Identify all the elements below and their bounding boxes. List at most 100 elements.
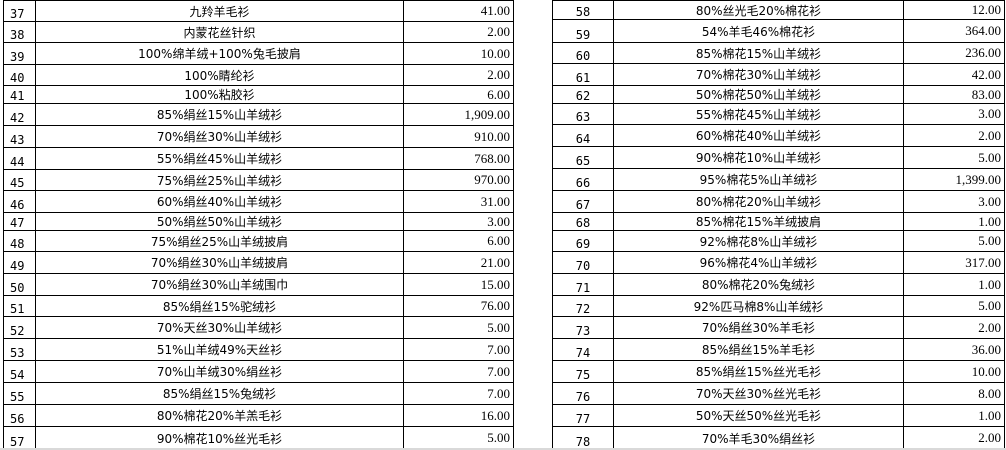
item-name-cell[interactable]: 55%绢丝45%山羊绒衫 [35,147,404,170]
quantity-cell[interactable]: 5.00 [903,295,1005,317]
row-number-cell[interactable]: 37 [3,0,36,22]
quantity-cell[interactable]: 3.00 [903,103,1005,125]
row-number-cell[interactable]: 52 [3,316,36,339]
row-number-cell[interactable]: 60 [552,42,614,64]
quantity-cell[interactable]: 2.00 [403,64,514,86]
quantity-cell[interactable]: 15.00 [403,273,514,296]
row-number-cell[interactable]: 42 [3,103,36,126]
row-number-cell[interactable]: 74 [552,338,614,361]
quantity-cell[interactable]: 5.00 [903,146,1005,169]
quantity-cell[interactable]: 1,909.00 [403,103,514,126]
quantity-cell[interactable]: 8.00 [903,382,1005,405]
quantity-cell[interactable]: 3.00 [403,212,514,231]
row-number-cell[interactable]: 59 [552,19,614,43]
item-name-cell[interactable]: 100%绵羊绒+100%兔毛披肩 [35,42,404,65]
item-name-cell[interactable]: 60%棉花40%山羊绒衫 [613,124,904,147]
row-number-cell[interactable]: 78 [552,426,614,450]
quantity-cell[interactable]: 2.00 [903,124,1005,147]
item-name-cell[interactable]: 90%棉花10%丝光毛衫 [35,426,404,450]
quantity-cell[interactable]: 10.00 [403,42,514,65]
item-name-cell[interactable]: 85%绢丝15%丝光毛衫 [613,360,904,383]
row-number-cell[interactable]: 45 [3,169,36,191]
row-number-cell[interactable]: 61 [552,63,614,86]
row-number-cell[interactable]: 76 [552,382,614,405]
row-number-cell[interactable]: 44 [3,147,36,170]
item-name-cell[interactable]: 70%绢丝30%山羊绒围巾 [35,273,404,296]
item-name-cell[interactable]: 100%睛纶衫 [35,64,404,86]
quantity-cell[interactable]: 42.00 [903,63,1005,86]
item-name-cell[interactable]: 55%棉花45%山羊绒衫 [613,103,904,125]
quantity-cell[interactable]: 910.00 [403,125,514,148]
item-name-cell[interactable]: 50%绢丝50%山羊绒衫 [35,212,404,231]
item-name-cell[interactable]: 85%棉花15%羊绒披肩 [613,212,904,231]
item-name-cell[interactable]: 100%粘胶衫 [35,85,404,104]
item-name-cell[interactable]: 70%羊毛30%绢丝衫 [613,426,904,450]
quantity-cell[interactable]: 41.00 [403,0,514,22]
item-name-cell[interactable]: 80%棉花20%兔绒衫 [613,273,904,296]
row-number-cell[interactable]: 39 [3,42,36,65]
row-number-cell[interactable]: 68 [552,212,614,231]
row-number-cell[interactable]: 75 [552,360,614,383]
row-number-cell[interactable]: 48 [3,230,36,252]
item-name-cell[interactable]: 75%绢丝25%山羊绒披肩 [35,230,404,252]
quantity-cell[interactable]: 12.00 [903,0,1005,20]
item-name-cell[interactable]: 九羚羊毛衫 [35,0,404,22]
item-name-cell[interactable]: 50%棉花50%山羊绒衫 [613,85,904,104]
item-name-cell[interactable]: 92%匹马棉8%山羊绒衫 [613,295,904,317]
quantity-cell[interactable]: 21.00 [403,251,514,274]
item-name-cell[interactable]: 80%棉花20%山羊绒衫 [613,190,904,213]
row-number-cell[interactable]: 73 [552,316,614,339]
row-number-cell[interactable]: 53 [3,338,36,361]
row-number-cell[interactable]: 65 [552,146,614,169]
quantity-cell[interactable]: 5.00 [403,316,514,339]
quantity-cell[interactable]: 5.00 [903,230,1005,252]
row-number-cell[interactable]: 71 [552,273,614,296]
quantity-cell[interactable]: 7.00 [403,338,514,361]
row-number-cell[interactable]: 72 [552,295,614,317]
quantity-cell[interactable]: 2.00 [903,316,1005,339]
item-name-cell[interactable]: 50%天丝50%丝光毛衫 [613,404,904,427]
row-number-cell[interactable]: 69 [552,230,614,252]
quantity-cell[interactable]: 76.00 [403,295,514,317]
row-number-cell[interactable]: 70 [552,251,614,274]
row-number-cell[interactable]: 51 [3,295,36,317]
quantity-cell[interactable]: 6.00 [403,85,514,104]
quantity-cell[interactable]: 1,399.00 [903,168,1005,191]
quantity-cell[interactable]: 2.00 [903,426,1005,450]
item-name-cell[interactable]: 70%天丝30%山羊绒衫 [35,316,404,339]
row-number-cell[interactable]: 62 [552,85,614,104]
item-name-cell[interactable]: 70%棉花30%山羊绒衫 [613,63,904,86]
item-name-cell[interactable]: 95%棉花5%山羊绒衫 [613,168,904,191]
quantity-cell[interactable]: 36.00 [903,338,1005,361]
item-name-cell[interactable]: 96%棉花4%山羊绒衫 [613,251,904,274]
quantity-cell[interactable]: 10.00 [903,360,1005,383]
quantity-cell[interactable]: 7.00 [403,360,514,383]
quantity-cell[interactable]: 1.00 [903,212,1005,231]
row-number-cell[interactable]: 38 [3,21,36,43]
row-number-cell[interactable]: 77 [552,404,614,427]
row-number-cell[interactable]: 46 [3,190,36,213]
quantity-cell[interactable]: 364.00 [903,19,1005,43]
row-number-cell[interactable]: 64 [552,124,614,147]
item-name-cell[interactable]: 80%丝光毛20%棉花衫 [613,0,904,20]
item-name-cell[interactable]: 85%绢丝15%羊毛衫 [613,338,904,361]
row-number-cell[interactable]: 49 [3,251,36,274]
item-name-cell[interactable]: 70%绢丝30%羊毛衫 [613,316,904,339]
quantity-cell[interactable]: 236.00 [903,42,1005,64]
item-name-cell[interactable]: 70%山羊绒30%绢丝衫 [35,360,404,383]
item-name-cell[interactable]: 70%绢丝30%山羊绒衫 [35,125,404,148]
row-number-cell[interactable]: 55 [3,382,36,405]
quantity-cell[interactable]: 317.00 [903,251,1005,274]
row-number-cell[interactable]: 63 [552,103,614,125]
item-name-cell[interactable]: 85%绢丝15%驼绒衫 [35,295,404,317]
quantity-cell[interactable]: 5.00 [403,426,514,450]
row-number-cell[interactable]: 54 [3,360,36,383]
quantity-cell[interactable]: 3.00 [903,190,1005,213]
quantity-cell[interactable]: 970.00 [403,169,514,191]
row-number-cell[interactable]: 50 [3,273,36,296]
row-number-cell[interactable]: 40 [3,64,36,86]
quantity-cell[interactable]: 16.00 [403,404,514,427]
row-number-cell[interactable]: 66 [552,168,614,191]
quantity-cell[interactable]: 1.00 [903,404,1005,427]
item-name-cell[interactable]: 90%棉花10%山羊绒衫 [613,146,904,169]
